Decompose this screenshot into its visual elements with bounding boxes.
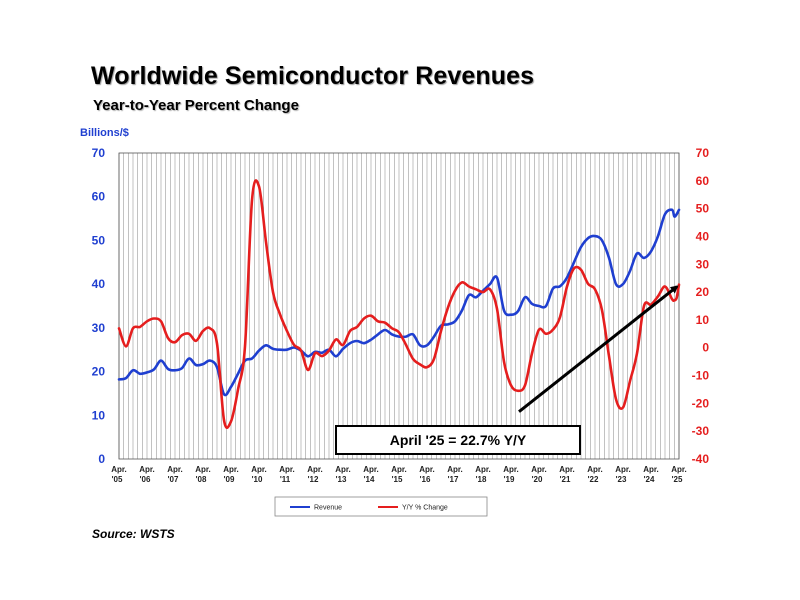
legend-label: Y/Y % Change [402, 505, 448, 512]
left-tick-label: 20 [92, 365, 106, 379]
x-tick-year: '12 [308, 475, 319, 484]
x-tick-month: Apr. [475, 465, 491, 474]
trend-arrow [518, 285, 679, 413]
x-tick-month: Apr. [503, 465, 519, 474]
x-tick-year: '08 [196, 475, 207, 484]
left-tick-label: 50 [92, 233, 106, 247]
left-tick-label: 60 [92, 190, 106, 204]
x-tick-month: Apr. [447, 465, 463, 474]
chart-grid [118, 152, 680, 460]
right-tick-label: -20 [692, 396, 710, 410]
x-tick-year: '14 [364, 475, 375, 484]
left-tick-label: 0 [98, 452, 105, 466]
x-tick-year: '18 [476, 475, 487, 484]
x-tick-month: Apr. [363, 465, 379, 474]
x-tick-year: '16 [420, 475, 431, 484]
x-tick-year: '13 [336, 475, 347, 484]
right-tick-label: 70 [696, 146, 710, 160]
x-tick-month: Apr. [279, 465, 295, 474]
x-tick-month: Apr. [307, 465, 323, 474]
x-tick-year: '07 [168, 475, 179, 484]
x-tick-year: '25 [672, 475, 683, 484]
right-tick-label: -40 [692, 452, 710, 466]
x-tick-month: Apr. [391, 465, 407, 474]
x-tick-year: '11 [280, 475, 291, 484]
x-tick-month: Apr. [111, 465, 127, 474]
right-tick-label: -10 [692, 369, 710, 383]
annotation-box [335, 425, 581, 455]
x-tick-month: Apr. [419, 465, 435, 474]
right-tick-label: -30 [692, 424, 710, 438]
right-tick-label: 30 [696, 257, 710, 271]
x-tick-year: '06 [140, 475, 151, 484]
right-tick-label: 50 [696, 202, 710, 216]
right-tick-label: 20 [696, 285, 710, 299]
chart-annotations: April '25 = 22.7% Y/Y [335, 285, 679, 455]
left-tick-label: 30 [92, 321, 106, 335]
x-tick-month: Apr. [251, 465, 267, 474]
right-tick-label: 0 [702, 341, 709, 355]
chart-title: Worldwide Semiconductor Revenues [91, 62, 535, 90]
x-tick-month: Apr. [335, 465, 351, 474]
revenue-line [117, 208, 681, 397]
x-tick-month: Apr. [671, 465, 687, 474]
left-tick-label: 10 [92, 408, 106, 422]
annotation-text: April '25 = 22.7% Y/Y [390, 432, 527, 448]
chart-axes: 0 10 20 30 40 50 60 70 Billions/$ -40 -30 -20 -10 0 10… [80, 127, 709, 484]
x-tick-month: Apr. [195, 465, 211, 474]
x-tick-year: '19 [504, 475, 515, 484]
x-tick-year: '23 [616, 475, 627, 484]
x-tick-month: Apr. [167, 465, 183, 474]
x-tick-month: Apr. [615, 465, 631, 474]
chart-series [117, 179, 681, 429]
right-tick-label: 40 [696, 229, 710, 243]
x-tick-month: Apr. [643, 465, 659, 474]
plot-frame [118, 152, 680, 460]
x-tick-year: '05 [112, 475, 123, 484]
x-tick-year: '21 [560, 475, 571, 484]
x-tick-month: Apr. [559, 465, 575, 474]
x-tick-month: Apr. [531, 465, 547, 474]
x-tick-year: '15 [392, 475, 403, 484]
x-tick-month: Apr. [223, 465, 239, 474]
x-tick-year: '09 [224, 475, 235, 484]
chart-subtitle: Year-to-Year Percent Change [93, 97, 299, 114]
right-tick-label: 60 [696, 174, 710, 188]
x-tick-year: '20 [532, 475, 543, 484]
source-note: Source: WSTS [92, 527, 175, 541]
left-tick-label: 40 [92, 277, 106, 291]
x-tick-year: '24 [644, 475, 655, 484]
yoy-change-line [117, 179, 681, 429]
x-tick-year: '22 [588, 475, 599, 484]
chart-legend: Revenue Y/Y % Change [274, 496, 488, 517]
x-tick-year: '17 [448, 475, 459, 484]
x-tick-month: Apr. [139, 465, 155, 474]
x-tick-year: '10 [252, 475, 263, 484]
left-axis-unit: Billions/$ [80, 127, 129, 139]
x-tick-month: Apr. [587, 465, 603, 474]
right-tick-label: 10 [696, 313, 710, 327]
legend-label: Revenue [314, 505, 342, 512]
left-tick-label: 70 [92, 146, 106, 160]
